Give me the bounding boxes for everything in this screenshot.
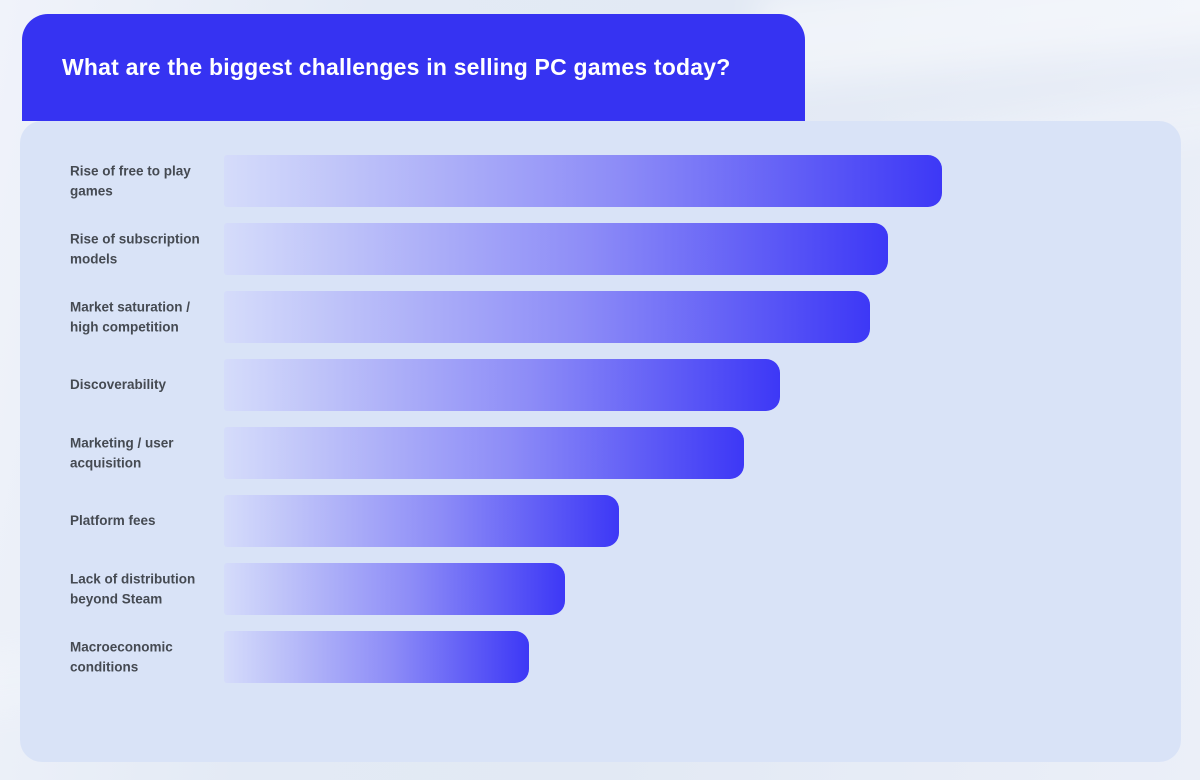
- bar-track: [224, 155, 1121, 207]
- chart-row: Platform fees: [70, 495, 1121, 547]
- bar-track: [224, 223, 1121, 275]
- bar: [224, 631, 529, 683]
- chart-row: Discoverability: [70, 359, 1121, 411]
- category-label: Macroeconomic conditions: [70, 639, 173, 674]
- background-streak: [756, 0, 1200, 87]
- bar-track: [224, 495, 1121, 547]
- category-label: Rise of free to play games: [70, 163, 191, 198]
- category-label: Rise of subscription models: [70, 231, 200, 266]
- bar-track: [224, 291, 1121, 343]
- bar-track: [224, 359, 1121, 411]
- bar: [224, 291, 870, 343]
- bar-rows: Rise of free to play games Rise of subscr…: [70, 155, 1121, 683]
- category-label: Lack of distribution beyond Steam: [70, 571, 196, 606]
- bar: [224, 427, 745, 479]
- bar-track: [224, 563, 1121, 615]
- category-label: Market saturation / high competition: [70, 299, 191, 334]
- chart-row: Marketing / user acquisition: [70, 427, 1121, 479]
- bar: [224, 495, 619, 547]
- chart-row: Rise of free to play games: [70, 155, 1121, 207]
- x-axis: [224, 697, 1121, 727]
- bar: [224, 563, 565, 615]
- chart-header: What are the biggest challenges in selli…: [22, 14, 805, 121]
- category-label: Discoverability: [70, 377, 167, 393]
- bar-chart: Rise of free to play games Rise of subscr…: [70, 155, 1121, 699]
- chart-row: Lack of distribution beyond Steam: [70, 563, 1121, 615]
- category-label: Marketing / user acquisition: [70, 435, 174, 470]
- bar: [224, 359, 781, 411]
- chart-row: Market saturation / high competition: [70, 291, 1121, 343]
- chart-row: Rise of subscription models: [70, 223, 1121, 275]
- bar: [224, 223, 888, 275]
- bar-track: [224, 427, 1121, 479]
- bar-track: [224, 631, 1121, 683]
- chart-row: Macroeconomic conditions: [70, 631, 1121, 683]
- bar: [224, 155, 942, 207]
- category-label: Platform fees: [70, 513, 156, 529]
- chart-title: What are the biggest challenges in selli…: [62, 54, 731, 80]
